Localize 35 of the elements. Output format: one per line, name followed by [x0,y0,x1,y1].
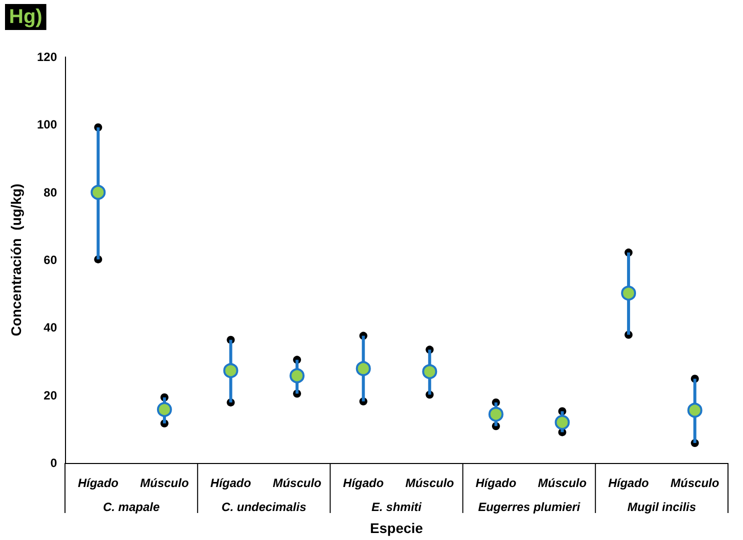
y-tick-label: 80 [44,185,58,200]
y-tick-label: 100 [36,118,58,132]
point [356,361,371,376]
point [687,402,702,418]
point [488,406,504,422]
x-tick-label: Hígado [476,476,516,490]
point [90,184,106,200]
point [422,364,438,380]
point [223,363,238,378]
x-tick-label: Músculo [272,476,322,490]
point [621,286,636,301]
y-tick-label: 0 [50,456,58,470]
text: C. mapale [102,500,160,514]
text: Mugil incilis [627,500,696,514]
x-tick-label: Músculo [140,476,189,490]
point [156,402,172,418]
x-tick-label: Músculo [405,476,454,490]
y-axis-title: Concentración (ug/kg) [8,184,24,336]
x-tick-label: Músculo [538,476,587,490]
x-tick-label: Hígado [608,476,649,490]
chart-title: Hg) [9,6,42,28]
x-tick-label: Músculo [670,476,720,490]
y-tick-label: 40 [44,320,58,335]
point [290,368,305,384]
point [554,414,570,430]
x-tick-label: Hígado [78,476,118,490]
y-tick-label: 120 [36,50,58,64]
y-tick-label: 60 [44,253,58,267]
text: Eugerres plumieri [478,500,581,514]
x-tick-label: Hígado [210,476,252,490]
x-tick-label: Hígado [343,476,384,490]
text: C. undecimalis [222,500,307,514]
x-axis-title: Especie [370,520,424,536]
text: E. shmiti [371,500,422,514]
y-tick-label: 20 [44,388,58,402]
